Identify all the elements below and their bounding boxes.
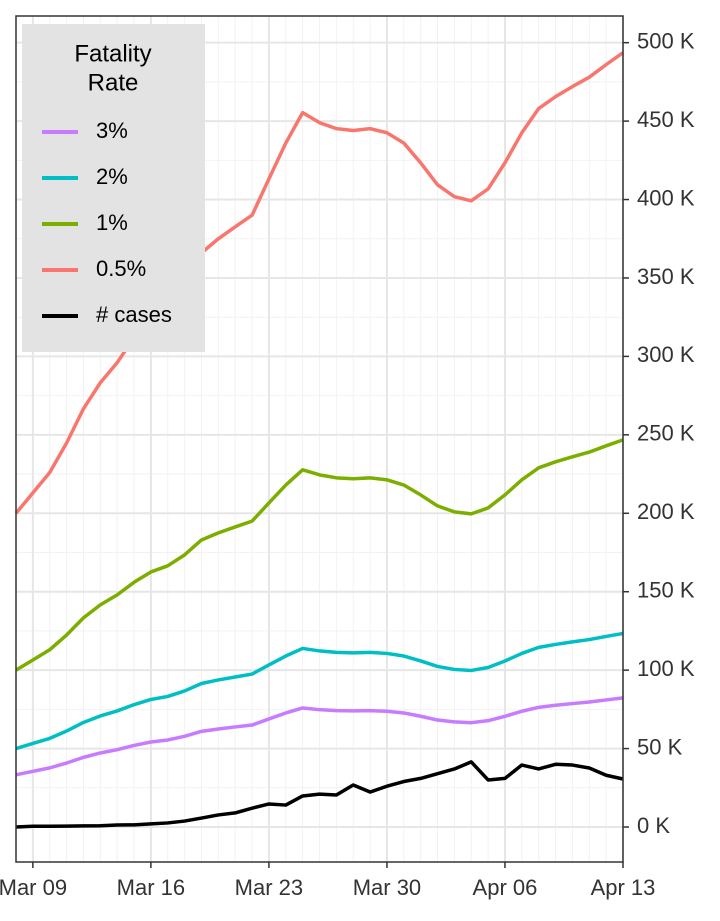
legend-label: # cases	[96, 302, 172, 327]
y-tick-label: 350 K	[637, 264, 695, 289]
y-tick-label: 100 K	[637, 656, 695, 681]
y-tick-label: 300 K	[637, 342, 695, 367]
legend-box	[22, 24, 205, 352]
series-line	[15, 631, 624, 751]
x-tick-label: Apr 13	[591, 875, 656, 900]
legend-label: 1%	[96, 210, 128, 235]
y-tick-label: 150 K	[637, 578, 695, 603]
y-tick-label: 450 K	[637, 107, 695, 132]
y-tick-label: 0 K	[637, 813, 670, 838]
plot-border	[15, 15, 624, 863]
y-tick-label: 500 K	[637, 28, 695, 53]
x-tick-label: Mar 30	[353, 875, 421, 900]
y-tick-label: 50 K	[637, 734, 683, 759]
legend-title: Fatality	[74, 40, 151, 67]
legend-title: Rate	[88, 69, 139, 96]
series-line	[15, 696, 624, 777]
series-line	[14, 51, 625, 515]
legend-label: 3%	[96, 118, 128, 143]
x-tick-label: Mar 16	[117, 875, 185, 900]
legend-label: 2%	[96, 164, 128, 189]
y-tick-label: 200 K	[637, 499, 695, 524]
series-line	[15, 760, 624, 829]
x-tick-label: Mar 09	[0, 875, 67, 900]
series-line	[15, 438, 624, 672]
x-tick-label: Mar 23	[235, 875, 303, 900]
x-tick-label: Apr 06	[473, 875, 538, 900]
legend-label: 0.5%	[96, 256, 146, 281]
y-tick-label: 400 K	[637, 185, 695, 210]
y-tick-label: 250 K	[637, 421, 695, 446]
